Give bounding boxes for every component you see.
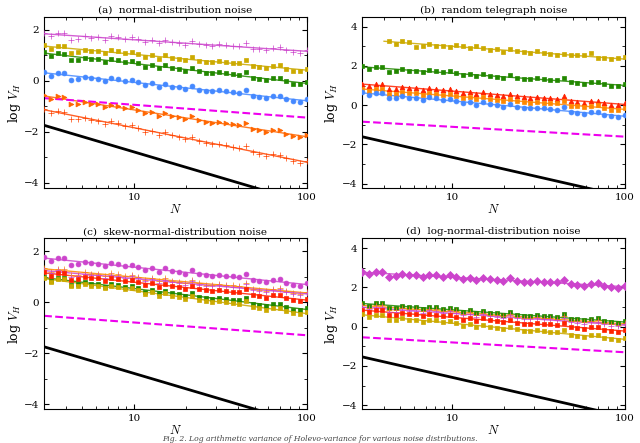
X-axis label: $N$: $N$	[487, 203, 500, 216]
Title: (c)  skew-normal-distribution noise: (c) skew-normal-distribution noise	[83, 227, 268, 236]
X-axis label: $N$: $N$	[169, 424, 182, 437]
Title: (a)  normal-distribution noise: (a) normal-distribution noise	[99, 6, 253, 15]
X-axis label: $N$: $N$	[169, 203, 182, 216]
X-axis label: $N$: $N$	[487, 424, 500, 437]
Y-axis label: log $V_H$: log $V_H$	[6, 82, 22, 123]
Title: (d)  log-normal-distribution noise: (d) log-normal-distribution noise	[406, 227, 580, 236]
Y-axis label: log $V_H$: log $V_H$	[6, 303, 22, 344]
Y-axis label: log $V_H$: log $V_H$	[323, 82, 340, 123]
Text: Fig. 2. Log arithmetic variance of Holevo-variance for various noise distributio: Fig. 2. Log arithmetic variance of Holev…	[163, 435, 477, 443]
Title: (b)  random telegraph noise: (b) random telegraph noise	[420, 6, 567, 15]
Y-axis label: log $V_H$: log $V_H$	[323, 303, 340, 344]
